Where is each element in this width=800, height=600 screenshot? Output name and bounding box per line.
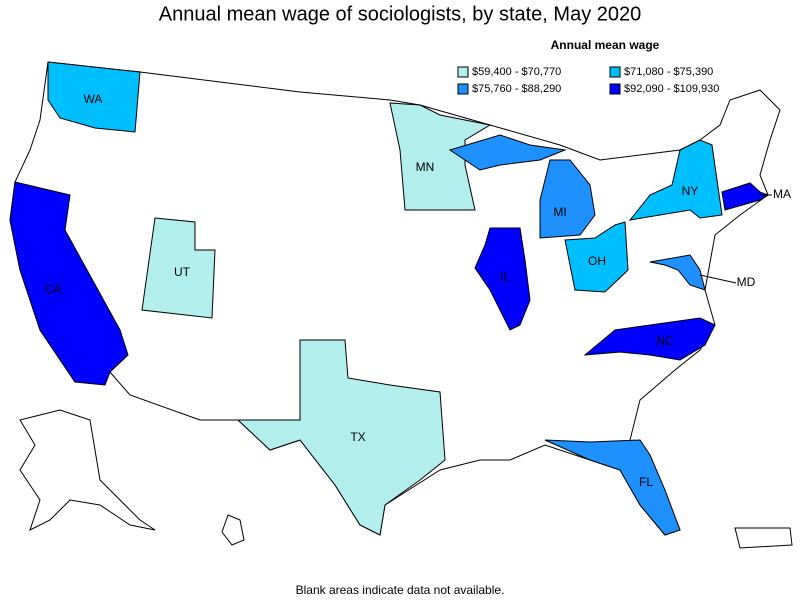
legend-swatch bbox=[457, 66, 469, 78]
state-label: MN bbox=[416, 160, 435, 174]
state bbox=[564, 221, 629, 293]
state bbox=[141, 217, 216, 319]
state-label: WA bbox=[84, 92, 103, 106]
state bbox=[9, 181, 129, 386]
footnote: Blank areas indicate data not available. bbox=[296, 583, 505, 597]
state-label: NC bbox=[656, 334, 674, 348]
legend-swatch bbox=[609, 83, 621, 95]
state-label: FL bbox=[639, 475, 653, 489]
legend-label: $59,400 - $70,770 bbox=[472, 66, 561, 78]
state-label: CA bbox=[45, 282, 62, 296]
legend-label: $71,080 - $75,390 bbox=[624, 66, 713, 78]
map-title: Annual mean wage of sociologists, by sta… bbox=[159, 3, 642, 25]
leader-line bbox=[699, 274, 737, 284]
state-label: MA bbox=[773, 187, 791, 201]
state-label: NY bbox=[682, 184, 699, 198]
legend-title: Annual mean wage bbox=[551, 38, 660, 52]
legend-label: $75,760 - $88,290 bbox=[472, 83, 561, 95]
state bbox=[474, 227, 531, 331]
legend-label: $92,090 - $109,930 bbox=[624, 83, 719, 95]
state bbox=[448, 134, 567, 171]
states: WA CA UT MN TX MI IL OH NY MA MD NC FL bbox=[9, 61, 791, 536]
legend-swatch bbox=[457, 83, 469, 95]
state bbox=[539, 159, 596, 239]
state-label: UT bbox=[174, 265, 191, 279]
state bbox=[628, 139, 723, 221]
state bbox=[544, 439, 681, 536]
state-label: TX bbox=[350, 430, 365, 444]
legend-swatch bbox=[609, 66, 621, 78]
alaska bbox=[19, 409, 156, 531]
state bbox=[583, 317, 716, 361]
hawaii bbox=[221, 514, 245, 546]
puerto-rico bbox=[734, 527, 793, 549]
state bbox=[47, 61, 141, 133]
state bbox=[649, 254, 706, 291]
state bbox=[236, 339, 446, 536]
state-label: MI bbox=[553, 205, 566, 219]
state-label: IL bbox=[500, 270, 510, 284]
state-label: MD bbox=[737, 275, 756, 289]
state-label: OH bbox=[588, 254, 606, 268]
legend: $59,400 - $70,770 $71,080 - $75,390 $75,76… bbox=[457, 66, 719, 95]
